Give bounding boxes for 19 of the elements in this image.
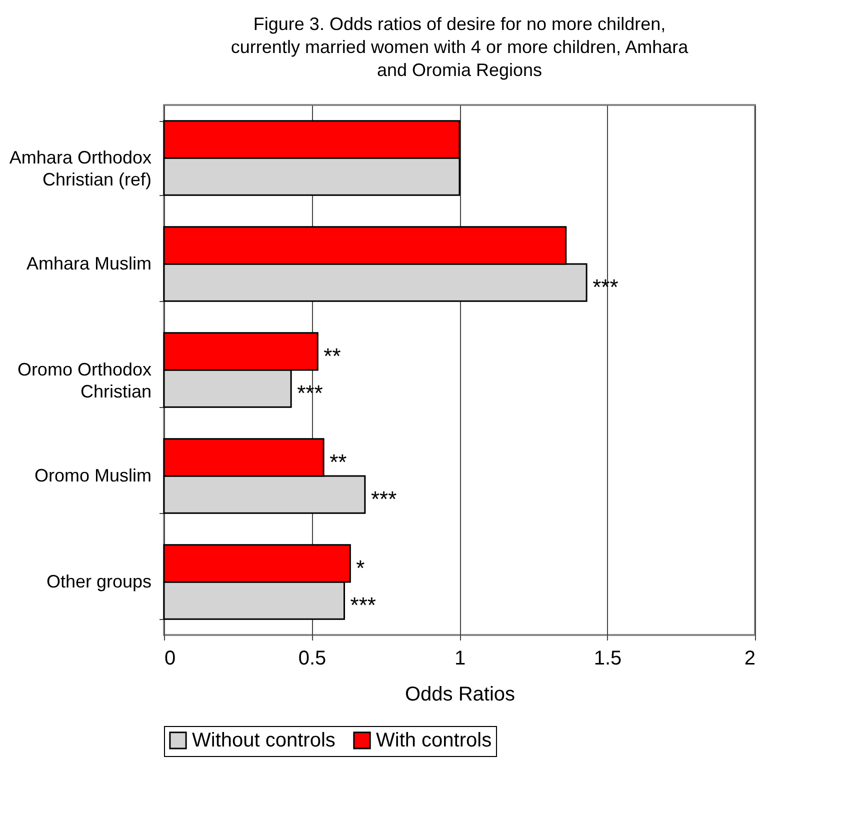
- annotation: ***: [350, 592, 376, 618]
- y-tick-label: Other groups: [46, 572, 152, 592]
- y-tick-label: Amhara Orthodox Christian (ref): [9, 148, 152, 190]
- x-axis-title: Odds Ratios: [404, 684, 516, 706]
- legend-label: Without controls: [192, 729, 336, 752]
- x-tick-label: 2: [744, 648, 756, 670]
- chart-title: Figure 3. Odds ratios of desire for no more children, currently married women with 4 or more children, Amhara and Oromia Regions: [230, 14, 690, 80]
- annotation: ***: [370, 486, 398, 512]
- legend-label: With controls: [376, 729, 492, 752]
- y-tick-label: Oromo Orthodox Christian: [17, 360, 152, 402]
- x-tick-label: 0.5: [298, 648, 326, 670]
- y-tick-label: Amhara Muslim: [26, 254, 152, 274]
- y-tick-label: Oromo Muslim: [34, 466, 152, 486]
- x-tick-label: 1.5: [594, 648, 622, 670]
- annotation: **: [330, 449, 348, 474]
- annotation: *: [356, 555, 366, 580]
- annotation: **: [324, 343, 342, 368]
- x-tick-label: 1: [454, 648, 466, 670]
- x-tick-label: 0: [164, 648, 176, 670]
